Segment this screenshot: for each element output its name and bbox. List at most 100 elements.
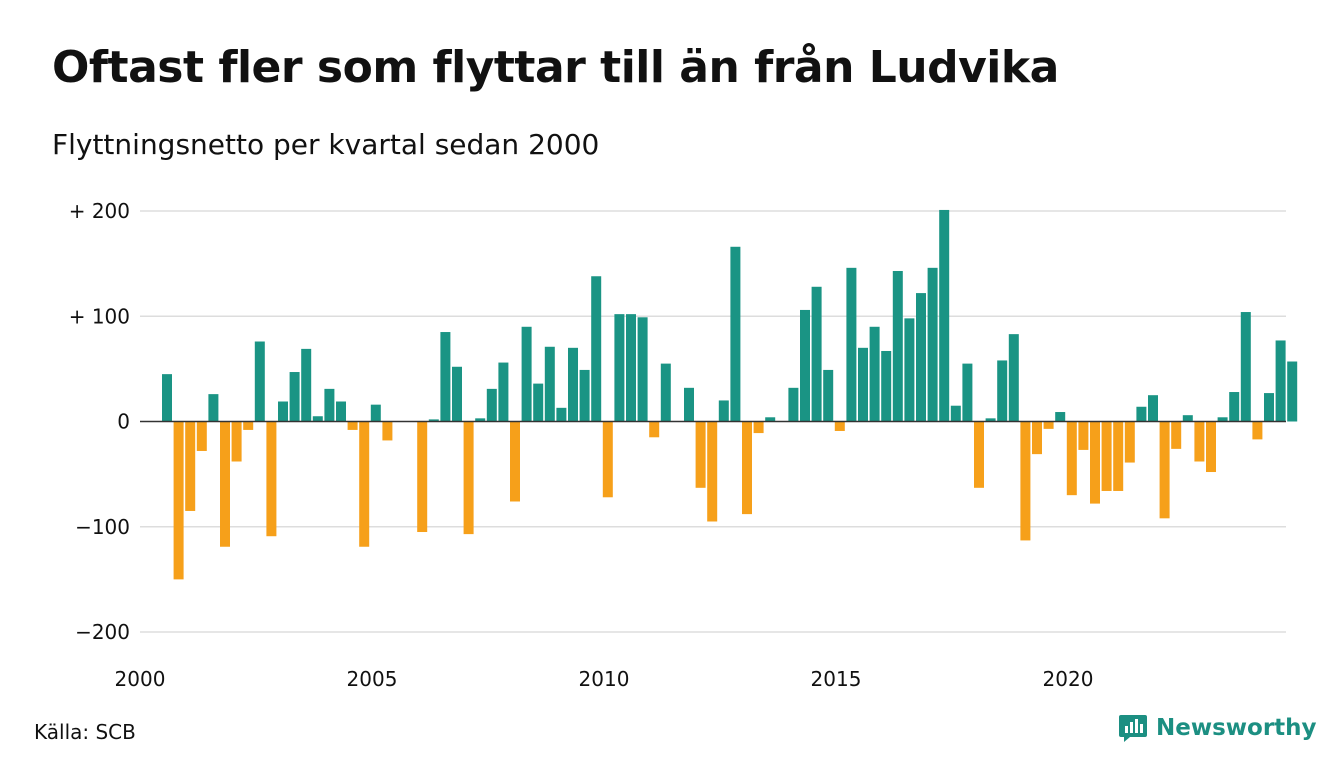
bar: [312, 416, 323, 422]
bar: [602, 421, 613, 498]
bar: [486, 388, 497, 422]
bar: [463, 421, 474, 535]
bar: [858, 347, 868, 422]
bar: [1124, 421, 1135, 463]
bar: [614, 314, 625, 422]
bar: [1171, 421, 1182, 449]
y-tick-label: −100: [75, 515, 130, 539]
bar: [289, 372, 300, 422]
bar: [254, 341, 265, 422]
bar: [359, 421, 370, 547]
bar: [649, 421, 660, 438]
x-tick-label: 2010: [579, 667, 630, 691]
bar: [660, 363, 671, 422]
bar: [950, 405, 961, 422]
bar: [521, 326, 532, 422]
bar: [1055, 412, 1066, 422]
bar: [985, 418, 996, 422]
bar: [1078, 421, 1089, 450]
bar-chart: + 200 + 100 0 −100 −200 2000 2005 2010 2015 2020: [69, 199, 1298, 691]
bar: [753, 421, 764, 434]
bar: [1020, 421, 1031, 541]
y-tick-label: 0: [117, 410, 130, 434]
y-tick-label: + 200: [69, 199, 130, 223]
bar: [1159, 421, 1170, 519]
bar: [452, 366, 462, 422]
newsworthy-logo-icon: [1119, 715, 1147, 742]
bar: [1229, 392, 1240, 422]
grid-lines: [140, 210, 1286, 633]
chart-subtitle: Flyttningsnetto per kvartal sedan 2000: [52, 128, 600, 161]
bar: [533, 383, 544, 422]
bar: [684, 387, 694, 422]
bar: [962, 363, 973, 422]
bar: [173, 421, 184, 580]
bar: [1113, 421, 1124, 491]
bar: [278, 401, 288, 422]
bar: [1182, 415, 1193, 422]
bar: [1217, 417, 1228, 422]
bars: [162, 209, 1298, 580]
bar: [185, 421, 196, 511]
bar: [510, 421, 520, 502]
bar: [834, 421, 845, 431]
x-tick-label: 2005: [347, 667, 398, 691]
bar: [637, 317, 648, 422]
bar: [742, 421, 752, 515]
bar: [324, 388, 335, 422]
bar: [231, 421, 242, 462]
x-tick-label: 2020: [1043, 667, 1094, 691]
bar: [695, 421, 706, 488]
bar: [556, 407, 567, 422]
bar: [1240, 312, 1251, 422]
bar: [498, 362, 509, 422]
bar: [800, 309, 810, 422]
bar: [370, 404, 381, 422]
bar: [347, 421, 358, 430]
x-tick-label: 2015: [811, 667, 862, 691]
bar: [997, 360, 1008, 422]
bar: [336, 401, 346, 422]
bar: [730, 246, 741, 422]
bar: [1008, 334, 1019, 422]
bar: [974, 421, 984, 488]
bar: [220, 421, 230, 547]
bar: [266, 421, 277, 537]
source-label: Källa: SCB: [34, 720, 136, 744]
bar: [301, 348, 312, 422]
bar: [718, 400, 729, 422]
bar: [1287, 361, 1298, 422]
bar: [1252, 421, 1263, 440]
bar: [208, 394, 219, 422]
bar: [765, 417, 776, 422]
bar: [1090, 421, 1100, 504]
bar: [1043, 421, 1054, 429]
bar: [243, 421, 254, 430]
bar: [904, 318, 915, 422]
bar: [162, 374, 172, 422]
bar: [916, 293, 926, 422]
bar: [544, 346, 555, 422]
bar: [939, 209, 950, 422]
y-tick-label: −200: [75, 620, 130, 644]
bar: [428, 419, 439, 422]
bar: [1101, 421, 1112, 491]
bar: [1032, 421, 1042, 455]
bar: [417, 421, 428, 533]
bar: [626, 314, 636, 422]
bar: [707, 421, 718, 522]
chart-title: Oftast fler som flyttar till än från Lud…: [52, 42, 1059, 93]
bar: [591, 276, 602, 422]
bar: [846, 267, 857, 422]
bar: [475, 418, 486, 422]
bar: [892, 270, 903, 422]
newsworthy-logo: Newsworthy: [1118, 713, 1317, 743]
y-axis-ticks: + 200 + 100 0 −100 −200: [69, 199, 130, 644]
bar: [1066, 421, 1077, 496]
bar: [1136, 406, 1147, 422]
bar: [1148, 395, 1158, 422]
bar: [1264, 393, 1274, 422]
y-tick-label: + 100: [69, 304, 130, 328]
bar: [1194, 421, 1205, 462]
brand-name: Newsworthy: [1156, 715, 1317, 741]
